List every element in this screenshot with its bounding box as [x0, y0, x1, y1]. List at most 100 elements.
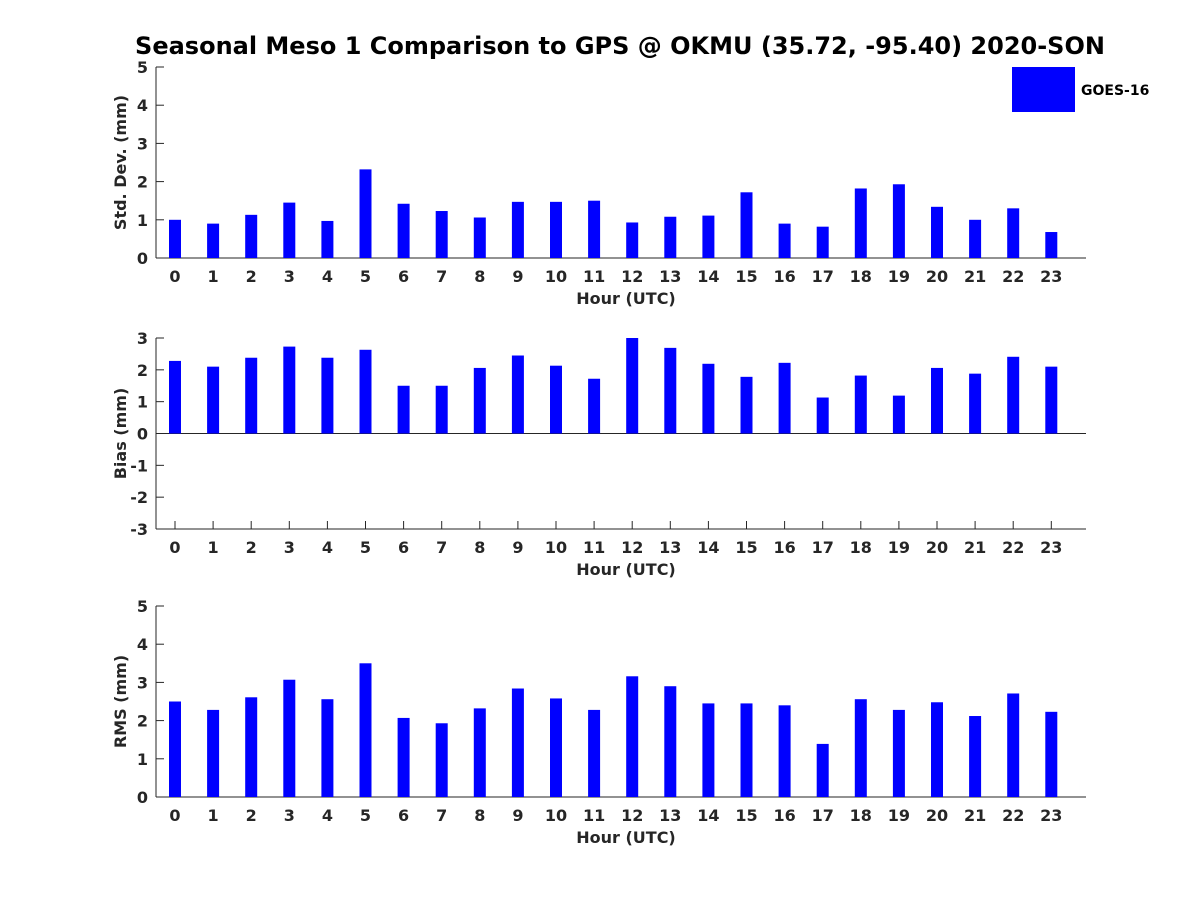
rms-x-tick-label: 0 — [169, 806, 180, 825]
stddev-x-tick-label: 0 — [169, 267, 180, 286]
bias-x-tick-label: 9 — [512, 538, 523, 557]
bias-x-tick-label: 13 — [659, 538, 681, 557]
rms-y-tick-label: 3 — [137, 673, 148, 692]
rms-x-tick-label: 23 — [1040, 806, 1062, 825]
stddev-x-tick-label: 16 — [773, 267, 795, 286]
bias-y-tick-label: -2 — [130, 488, 148, 507]
rms-x-tick-label: 10 — [545, 806, 567, 825]
rms-y-tick-label: 4 — [137, 635, 148, 654]
stddev-bar-hour-13 — [664, 216, 677, 258]
rms-bar-hour-21 — [969, 716, 982, 797]
stddev-bar-hour-16 — [778, 223, 791, 258]
stddev-x-tick-label: 2 — [246, 267, 257, 286]
bias-bar-hour-16 — [778, 362, 791, 434]
stddev-x-tick-label: 19 — [888, 267, 910, 286]
stddev-y-tick-label: 1 — [137, 211, 148, 230]
bias-y-axis-label: Bias (mm) — [111, 388, 130, 480]
bias-bar-hour-9 — [511, 355, 524, 434]
bias-bar-hour-17 — [816, 397, 829, 434]
rms-bar-hour-4 — [321, 699, 334, 797]
rms-bar-hour-11 — [588, 709, 601, 797]
bias-x-tick-label: 5 — [360, 538, 371, 557]
bias-x-tick-label: 20 — [926, 538, 948, 557]
legend-swatch — [1012, 67, 1075, 112]
bias-x-tick-label: 12 — [621, 538, 643, 557]
stddev-x-tick-label: 6 — [398, 267, 409, 286]
stddev-bar-hour-22 — [1007, 208, 1020, 258]
bias-bar-hour-23 — [1045, 366, 1058, 434]
bias-y-tick-label: -3 — [130, 520, 148, 539]
rms-x-tick-label: 7 — [436, 806, 447, 825]
rms-bar-hour-7 — [435, 723, 448, 797]
bias-bar-hour-18 — [854, 375, 867, 434]
stddev-bar-hour-17 — [816, 226, 829, 258]
rms-x-tick-label: 20 — [926, 806, 948, 825]
rms-x-tick-label: 22 — [1002, 806, 1024, 825]
rms-bar-hour-2 — [245, 697, 258, 797]
bias-x-tick-label: 23 — [1040, 538, 1062, 557]
bias-x-tick-label: 0 — [169, 538, 180, 557]
rms-x-tick-label: 15 — [735, 806, 757, 825]
rms-bar-hour-6 — [397, 717, 410, 797]
stddev-y-tick-label: 0 — [137, 249, 148, 268]
stddev-bar-hour-21 — [969, 219, 982, 258]
rms-bar-hour-9 — [511, 688, 524, 797]
stddev-bar-hour-6 — [397, 203, 410, 258]
stddev-bar-hour-4 — [321, 220, 334, 258]
bias-x-tick-label: 21 — [964, 538, 986, 557]
bias-bar-hour-15 — [740, 376, 753, 434]
bias-bar-hour-14 — [702, 363, 715, 434]
rms-y-tick-label: 0 — [137, 788, 148, 807]
bias-x-tick-label: 3 — [284, 538, 295, 557]
stddev-x-tick-label: 8 — [474, 267, 485, 286]
rms-x-tick-label: 9 — [512, 806, 523, 825]
bias-bar-hour-0 — [169, 360, 181, 434]
stddev-x-tick-label: 3 — [284, 267, 295, 286]
stddev-bar-hour-8 — [473, 217, 486, 258]
bias-x-tick-label: 6 — [398, 538, 409, 557]
stddev-x-tick-label: 23 — [1040, 267, 1062, 286]
bias-bar-hour-2 — [245, 357, 258, 434]
legend-label: GOES-16 — [1081, 83, 1149, 99]
rms-bar-hour-13 — [664, 686, 677, 797]
bias-bar-hour-4 — [321, 357, 334, 434]
stddev-x-tick-label: 21 — [964, 267, 986, 286]
bias-bar-hour-10 — [550, 365, 562, 434]
bias-y-tick-label: 3 — [137, 329, 148, 348]
rms-bar-hour-15 — [740, 703, 753, 797]
bias-y-tick-label: 0 — [137, 425, 148, 444]
stddev-bar-hour-20 — [931, 206, 943, 258]
stddev-bar-hour-1 — [207, 223, 220, 258]
bias-x-tick-label: 18 — [850, 538, 872, 557]
stddev-bar-hour-5 — [359, 169, 372, 258]
rms-x-tick-label: 3 — [284, 806, 295, 825]
stddev-x-tick-label: 5 — [360, 267, 371, 286]
bias-bar-hour-19 — [892, 395, 905, 434]
bias-bar-hour-22 — [1007, 356, 1020, 434]
rms-x-tick-label: 1 — [208, 806, 219, 825]
stddev-bar-hour-0 — [169, 219, 181, 258]
bias-x-axis-label: Hour (UTC) — [576, 560, 676, 579]
bias-x-tick-label: 2 — [246, 538, 257, 557]
rms-bar-hour-8 — [473, 708, 486, 797]
stddev-bar-hour-18 — [854, 188, 867, 258]
stddev-bar-hour-3 — [283, 202, 296, 258]
bias-bar-hour-8 — [473, 367, 486, 434]
stddev-x-tick-label: 10 — [545, 267, 567, 286]
bias-bar-hour-13 — [664, 347, 677, 434]
stddev-bar-hour-12 — [626, 222, 639, 258]
stddev-bar-hour-15 — [740, 192, 753, 258]
stddev-bar-hour-11 — [588, 200, 601, 258]
bias-bar-hour-12 — [626, 338, 639, 434]
bias-y-tick-label: 1 — [137, 393, 148, 412]
rms-bar-hour-20 — [931, 702, 943, 797]
rms-y-tick-label: 5 — [137, 597, 148, 616]
rms-bar-hour-0 — [169, 701, 181, 797]
stddev-x-tick-label: 20 — [926, 267, 948, 286]
stddev-x-tick-label: 15 — [735, 267, 757, 286]
rms-bar-hour-3 — [283, 679, 296, 797]
bias-x-tick-label: 10 — [545, 538, 567, 557]
rms-x-tick-label: 4 — [322, 806, 333, 825]
